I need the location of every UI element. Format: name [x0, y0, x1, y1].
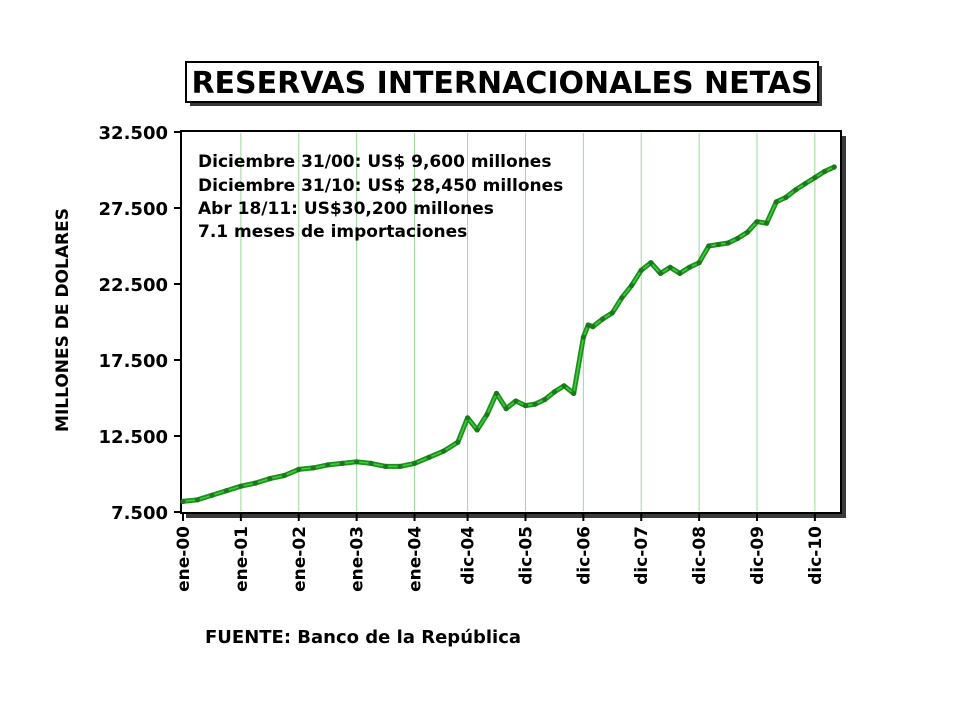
- data-point: [619, 295, 625, 301]
- data-point: [638, 267, 644, 273]
- x-tick-label: dic-09: [748, 526, 768, 585]
- data-point: [411, 460, 418, 466]
- data-point: [383, 463, 389, 469]
- data-point: [802, 181, 808, 187]
- data-point: [503, 406, 509, 412]
- data-point: [310, 465, 316, 471]
- data-point: [590, 324, 596, 330]
- y-tick-label: 32.500: [99, 123, 168, 144]
- series-line: [180, 164, 837, 504]
- data-point: [686, 264, 693, 270]
- data-point: [571, 390, 577, 396]
- vertical-gridlines: [240, 133, 816, 511]
- data-point: [484, 412, 490, 418]
- data-point: [281, 472, 287, 479]
- x-tick-label: dic-06: [574, 526, 594, 585]
- data-point: [783, 194, 789, 200]
- data-point: [667, 264, 673, 270]
- annotation-line-4: 7.1 meses de importaciones: [198, 222, 467, 242]
- data-point: [629, 282, 635, 289]
- data-point: [542, 396, 548, 403]
- data-point: [252, 480, 258, 486]
- x-tick-label: ene-01: [232, 526, 252, 592]
- data-point: [764, 220, 770, 226]
- data-point: [706, 243, 712, 249]
- data-point: [831, 164, 837, 170]
- data-point: [513, 398, 519, 404]
- x-tick-label: dic-07: [632, 526, 652, 585]
- data-point: [397, 463, 403, 469]
- data-point: [238, 483, 244, 489]
- x-tick-label: ene-02: [290, 526, 310, 592]
- chart-title-box: RESERVAS INTERNACIONALES NETAS: [185, 61, 822, 106]
- data-point: [551, 389, 558, 395]
- data-point: [339, 460, 345, 466]
- plot-area: [180, 130, 846, 518]
- y-axis-ticks: 32.500 27.500 22.500 17.500 12.500 7.500: [99, 123, 182, 524]
- data-point: [793, 187, 799, 193]
- annotation-line-2: Diciembre 31/10: US$ 28,450 millones: [198, 176, 563, 196]
- data-point: [600, 316, 606, 322]
- chart-title: RESERVAS INTERNACIONALES NETAS: [191, 66, 812, 101]
- data-point: [696, 260, 702, 266]
- annotation-line-3: Abr 18/11: US$30,200 millones: [198, 199, 494, 219]
- data-point: [209, 492, 215, 498]
- data-point: [493, 390, 500, 396]
- data-point: [368, 460, 374, 466]
- data-point: [773, 199, 779, 205]
- plot-frame: [180, 130, 842, 514]
- data-point: [735, 235, 741, 241]
- annotation-block: Diciembre 31/00: US$ 9,600 millones Dici…: [198, 152, 563, 242]
- y-axis-label: MILLONES DE DOLARES: [53, 208, 73, 432]
- data-point: [715, 241, 722, 248]
- data-point: [325, 462, 331, 468]
- x-tick-label: dic-05: [516, 526, 536, 585]
- y-tick-label: 12.500: [99, 427, 168, 448]
- data-point: [812, 175, 818, 181]
- data-point: [657, 270, 664, 276]
- data-point: [194, 497, 201, 503]
- data-point: [821, 168, 828, 175]
- data-point: [474, 427, 480, 433]
- data-point: [580, 334, 587, 340]
- data-point: [223, 488, 229, 494]
- annotation-line-1: Diciembre 31/00: US$ 9,600 millones: [198, 152, 551, 172]
- y-tick-label: 22.500: [99, 275, 168, 296]
- x-axis-ticks: ene-00 ene-01 ene-02 ene-03 ene-04 dic-04 dic-…: [174, 513, 826, 592]
- data-point: [180, 498, 186, 504]
- data-point: [296, 466, 302, 472]
- data-point: [585, 322, 591, 328]
- x-tick-label: ene-03: [348, 526, 368, 592]
- x-tick-label: dic-10: [806, 526, 826, 585]
- data-point: [522, 403, 529, 409]
- data-point: [561, 383, 567, 389]
- data-point: [754, 219, 760, 225]
- data-point: [426, 454, 432, 460]
- x-tick-label: dic-04: [459, 526, 479, 585]
- data-point: [455, 439, 461, 445]
- data-point: [744, 229, 751, 235]
- source-note: FUENTE: Banco de la República: [205, 627, 521, 648]
- x-tick-label: dic-08: [690, 526, 710, 585]
- y-tick-label: 17.500: [99, 351, 168, 372]
- data-point: [677, 270, 683, 276]
- y-tick-label: 7.500: [111, 503, 168, 524]
- data-point: [440, 448, 447, 454]
- data-point: [532, 401, 538, 407]
- data-point: [609, 310, 615, 316]
- data-point: [725, 240, 731, 246]
- data-point: [465, 415, 471, 421]
- x-tick-label: ene-00: [174, 526, 194, 592]
- data-point: [267, 476, 273, 482]
- data-point: [648, 260, 654, 266]
- data-point: [354, 459, 360, 465]
- y-tick-label: 27.500: [99, 199, 168, 220]
- x-tick-label: ene-04: [406, 526, 426, 592]
